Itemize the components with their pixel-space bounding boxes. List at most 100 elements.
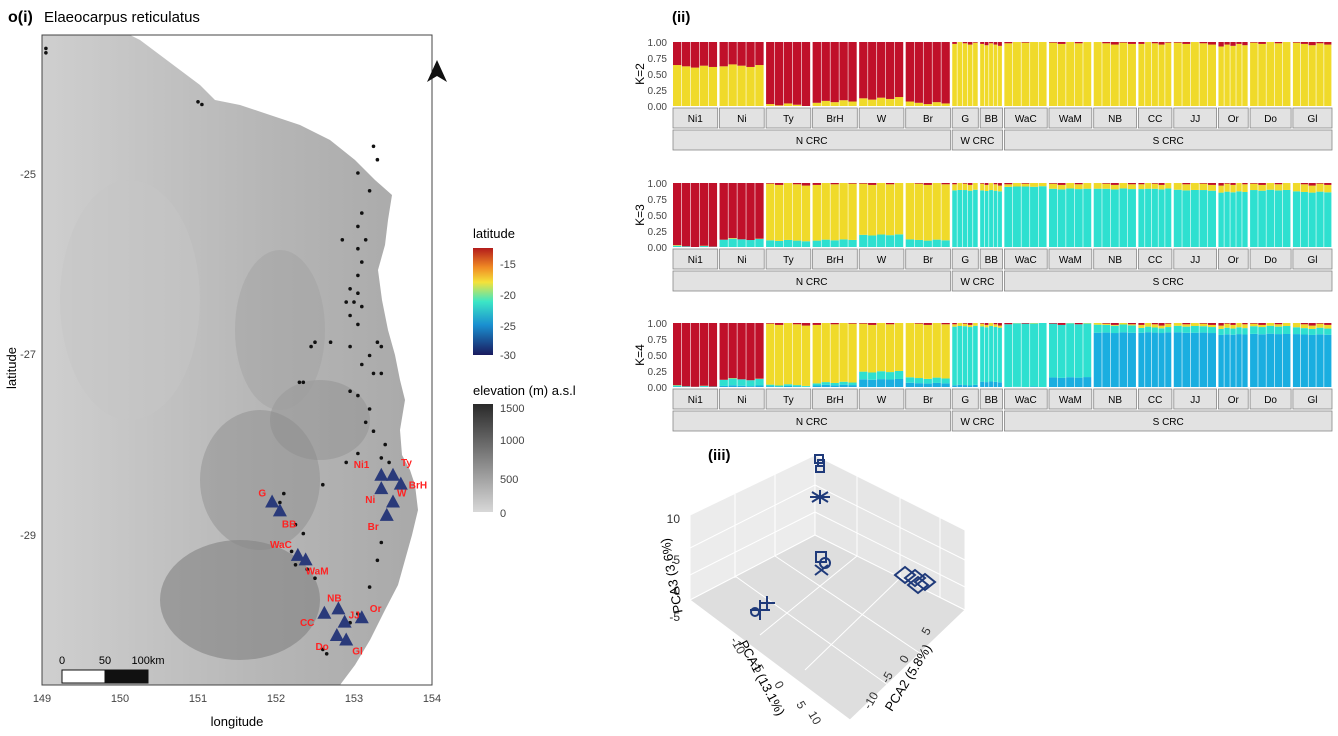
occurrence-point	[360, 260, 364, 264]
pca1-tick-5: 5	[793, 699, 809, 712]
structure-bar-segment	[952, 385, 957, 387]
site-label-ni1: Ni1	[354, 460, 370, 471]
region-label-s-crc: S CRC	[1153, 277, 1184, 288]
structure-bar-segment	[1030, 183, 1039, 187]
structure-bar-segment	[1316, 323, 1324, 324]
pca3-tick--5: -5	[669, 610, 680, 624]
population-box	[979, 107, 1003, 129]
structure-bar-segment	[941, 383, 950, 387]
structure-bar-segment	[1199, 326, 1208, 333]
population-box	[1048, 107, 1093, 129]
structure-bar-segment	[755, 385, 764, 387]
structure-bar-segment	[1230, 324, 1236, 329]
structure-bar-segment	[1199, 190, 1208, 247]
structure-bar-segment	[962, 43, 968, 106]
structure-bar-segment	[1049, 183, 1057, 189]
structure-bar-segment	[1057, 42, 1066, 44]
occurrence-point	[44, 46, 48, 51]
structure-bar-segment	[885, 98, 895, 106]
terrain-low-west	[60, 180, 200, 420]
structure-bar-segment	[914, 383, 923, 387]
structure-bar-segment	[967, 183, 973, 185]
structure-bar-segment	[1274, 42, 1283, 44]
structure-bar-segment	[1250, 323, 1258, 327]
population-label-ni: Ni	[737, 114, 746, 125]
population-label-brh: BrH	[826, 395, 843, 406]
structure-bar-segment	[783, 239, 793, 247]
structure-bar-segment	[1110, 324, 1119, 326]
structure-bar-segment	[1250, 190, 1258, 247]
y-tick--27: -27	[20, 349, 36, 361]
structure-bar-segment	[673, 245, 682, 246]
structure-bar-segment	[1093, 332, 1102, 387]
structure-bar-segment	[1127, 332, 1136, 387]
occurrence-point	[387, 460, 391, 465]
structure-bar-segment	[792, 240, 802, 247]
population-label-cc: CC	[1148, 114, 1162, 125]
structure-bar-segment	[941, 240, 950, 247]
structure-bar-segment	[839, 100, 848, 106]
structure-bar-segment	[839, 239, 848, 247]
structure-bar-segment	[690, 323, 700, 387]
occurrence-point	[356, 246, 360, 251]
structure-bar-segment	[690, 67, 700, 106]
structure-bar-segment	[980, 323, 985, 327]
structure-bar-segment	[1138, 184, 1145, 190]
population-box	[858, 248, 905, 270]
occurrence-points	[44, 46, 391, 656]
structure-bar-segment	[830, 240, 839, 247]
structure-bar-segment	[952, 326, 957, 386]
structure-plot-k4: K=4 1.00 0.75 0.50 0.25 0.00 Ni1 Ni Ty BrH W Br G BB W…	[633, 319, 1333, 432]
occurrence-point	[305, 567, 310, 571]
structure-bar-segment	[967, 324, 973, 328]
structure-bar-segment	[830, 102, 839, 106]
structure-bar-segment	[1266, 325, 1275, 334]
structure-bar-segment	[1127, 325, 1136, 333]
site-triangle-cc	[317, 605, 332, 619]
scale-label-100: 100km	[131, 655, 164, 667]
structure-bar-segment	[1199, 323, 1208, 324]
structure-bar-segment	[980, 381, 985, 387]
structure-bar-segment	[1127, 43, 1136, 106]
structure-bar-segment	[905, 101, 915, 106]
structure-bar-segment	[821, 183, 830, 240]
k-label: K=4	[633, 344, 647, 366]
structure-bar-segment	[1224, 183, 1230, 184]
structure-bar-segment	[681, 42, 691, 67]
population-box	[1249, 388, 1292, 410]
structure-bar-segment	[1057, 183, 1066, 185]
structure-bar-segment	[792, 323, 802, 325]
occurrence-point	[371, 144, 376, 149]
structure-bar-segment	[1282, 325, 1291, 334]
structure-bar-segment	[1030, 323, 1039, 387]
structure-bar-segment	[962, 323, 968, 324]
population-box	[672, 248, 719, 270]
structure-bar-segment	[877, 183, 886, 235]
structure-bar-segment	[1274, 323, 1283, 325]
structure-bar-segment	[783, 103, 793, 106]
population-label-g: G	[961, 255, 969, 266]
population-box	[765, 107, 812, 129]
structure-bar-segment	[1151, 332, 1158, 387]
structure-bar-segment	[984, 42, 989, 46]
latitude-colorbar	[473, 248, 493, 355]
structure-bar-segment	[1224, 323, 1230, 328]
structure-bar-segment	[1208, 184, 1216, 191]
structure-bar-segment	[868, 183, 877, 185]
structure-bar-segment	[821, 42, 830, 101]
structure-bar-segment	[905, 239, 915, 247]
occurrence-point	[348, 389, 352, 394]
structure-bar-segment	[1274, 190, 1283, 247]
structure-bar-segment	[885, 323, 895, 325]
structure-bar-segment	[973, 325, 978, 385]
structure-bar-segment	[1292, 334, 1301, 387]
structure-bar-segment	[719, 183, 728, 240]
site-label-brh: BrH	[409, 481, 427, 492]
structure-bar-segment	[941, 324, 950, 379]
pca-cluster-center	[814, 551, 831, 576]
structure-bar-segment	[868, 99, 877, 106]
structure-bar-segment	[1127, 183, 1136, 185]
structure-bar-segment	[737, 183, 746, 240]
structure-bar-segment	[821, 323, 830, 383]
population-label-ni1: Ni1	[688, 395, 703, 406]
